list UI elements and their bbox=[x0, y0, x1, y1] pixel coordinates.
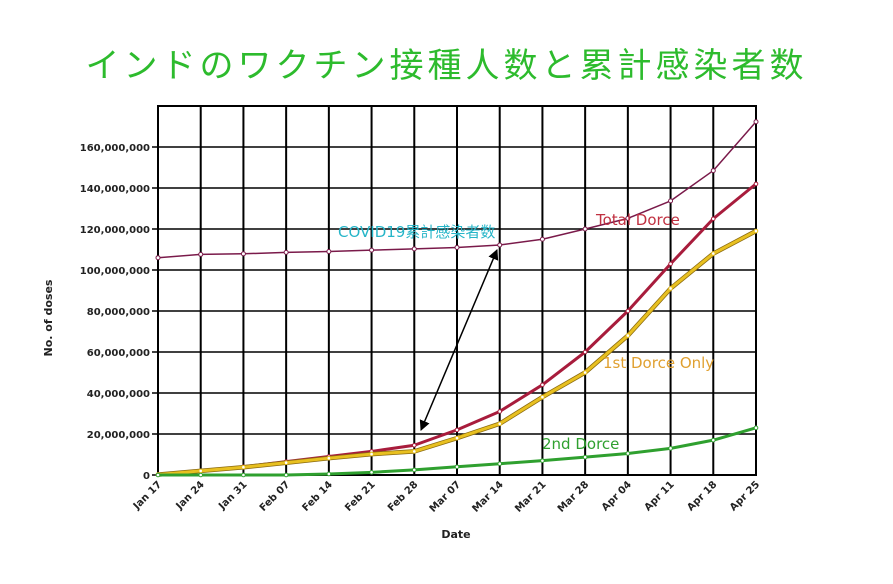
data-point bbox=[582, 370, 588, 375]
x-tick-label: Apr 04 bbox=[600, 479, 634, 513]
data-point bbox=[369, 470, 374, 475]
data-point bbox=[240, 251, 246, 257]
data-point bbox=[241, 472, 246, 478]
data-point bbox=[369, 247, 375, 253]
y-tick-label: 160,000,000 bbox=[80, 143, 150, 154]
data-point bbox=[753, 425, 759, 431]
series-annotation: Total Dorce bbox=[595, 211, 680, 229]
annotation-arrow bbox=[419, 249, 499, 431]
data-point bbox=[326, 249, 332, 255]
x-tick-label: Apr 11 bbox=[643, 479, 677, 513]
data-point bbox=[625, 451, 631, 456]
x-tick-label: Apr 25 bbox=[728, 479, 762, 513]
data-point bbox=[454, 427, 460, 433]
series-annotation: 1st Dorce Only bbox=[603, 354, 714, 372]
x-tick-label: Jan 31 bbox=[216, 479, 249, 512]
x-tick-label: Apr 18 bbox=[685, 479, 719, 513]
series-group bbox=[155, 119, 759, 478]
data-point bbox=[753, 119, 759, 125]
data-point bbox=[411, 246, 417, 252]
y-tick-labels: 0 20,000,000 40,000,000 60,000,000 80,000,00… bbox=[80, 143, 158, 482]
x-tick-label: Mar 28 bbox=[556, 479, 591, 514]
x-tick-label: Jan 24 bbox=[174, 479, 207, 512]
data-point bbox=[582, 349, 588, 355]
data-point bbox=[710, 168, 716, 174]
data-point bbox=[753, 228, 759, 234]
data-point bbox=[283, 249, 289, 255]
x-tick-label: Feb 07 bbox=[258, 479, 293, 514]
y-tick-label: 20,000,000 bbox=[87, 430, 150, 441]
series-annotation: 2nd Dorce bbox=[542, 435, 619, 453]
data-point bbox=[710, 251, 716, 256]
data-point bbox=[155, 255, 161, 261]
data-point bbox=[369, 451, 374, 457]
data-point bbox=[540, 394, 545, 400]
y-axis-label: No. of doses bbox=[42, 279, 55, 356]
data-point bbox=[668, 198, 674, 204]
data-point bbox=[454, 244, 460, 250]
data-point bbox=[497, 461, 503, 467]
x-tick-label: Mar 07 bbox=[428, 479, 463, 514]
data-point bbox=[582, 226, 588, 232]
data-point bbox=[497, 421, 503, 427]
x-axis-label: Date bbox=[441, 528, 470, 541]
data-point bbox=[710, 216, 716, 222]
grid bbox=[157, 106, 757, 476]
data-point bbox=[198, 251, 204, 257]
data-point bbox=[497, 409, 503, 414]
data-point bbox=[540, 382, 545, 388]
data-point bbox=[668, 446, 673, 451]
data-point bbox=[198, 468, 204, 474]
y-tick-label: 40,000,000 bbox=[87, 389, 150, 400]
data-point bbox=[625, 333, 631, 338]
data-point bbox=[668, 261, 673, 267]
data-point bbox=[625, 215, 631, 221]
y-tick-label: 140,000,000 bbox=[80, 184, 150, 195]
data-point bbox=[155, 472, 161, 478]
y-tick-label: 60,000,000 bbox=[87, 348, 150, 359]
data-point bbox=[454, 435, 460, 441]
x-tick-label: Mar 21 bbox=[513, 479, 548, 514]
data-point bbox=[283, 460, 289, 466]
y-tick-label: 120,000,000 bbox=[80, 225, 150, 236]
data-point bbox=[668, 286, 673, 291]
data-point bbox=[710, 437, 716, 443]
data-point bbox=[539, 236, 545, 242]
data-point bbox=[411, 442, 417, 448]
data-point bbox=[283, 472, 289, 478]
x-tick-labels: Jan 17 Jan 24 Jan 31 Feb 07 Feb 14 Feb 21 Feb … bbox=[131, 479, 762, 514]
x-tick-label: Mar 14 bbox=[470, 479, 505, 514]
y-tick-label: 0 bbox=[143, 471, 150, 482]
y-tick-label: 80,000,000 bbox=[87, 307, 150, 318]
y-tick-label: 100,000,000 bbox=[80, 266, 150, 277]
data-point bbox=[411, 467, 417, 473]
data-point bbox=[582, 454, 588, 460]
data-point bbox=[625, 308, 631, 314]
data-point bbox=[411, 449, 417, 454]
x-tick-label: Feb 21 bbox=[343, 479, 378, 514]
x-tick-label: Feb 14 bbox=[300, 479, 335, 514]
page-title: インドのワクチン接種人数と累計感染者数 bbox=[85, 46, 808, 86]
data-point bbox=[326, 471, 332, 477]
data-point bbox=[540, 458, 545, 463]
x-tick-label: Jan 17 bbox=[131, 479, 164, 512]
data-point bbox=[198, 472, 204, 478]
series-annotation: COVID19累計感染者数 bbox=[338, 223, 495, 241]
annotations: COVID19累計感染者数 Total Dorce 1st Dorce Only 2n… bbox=[338, 211, 714, 453]
data-point bbox=[241, 464, 246, 470]
data-point bbox=[497, 242, 503, 248]
x-tick-label: Feb 28 bbox=[386, 479, 421, 514]
data-point bbox=[454, 464, 460, 470]
data-point bbox=[753, 181, 759, 187]
data-point bbox=[326, 455, 332, 461]
